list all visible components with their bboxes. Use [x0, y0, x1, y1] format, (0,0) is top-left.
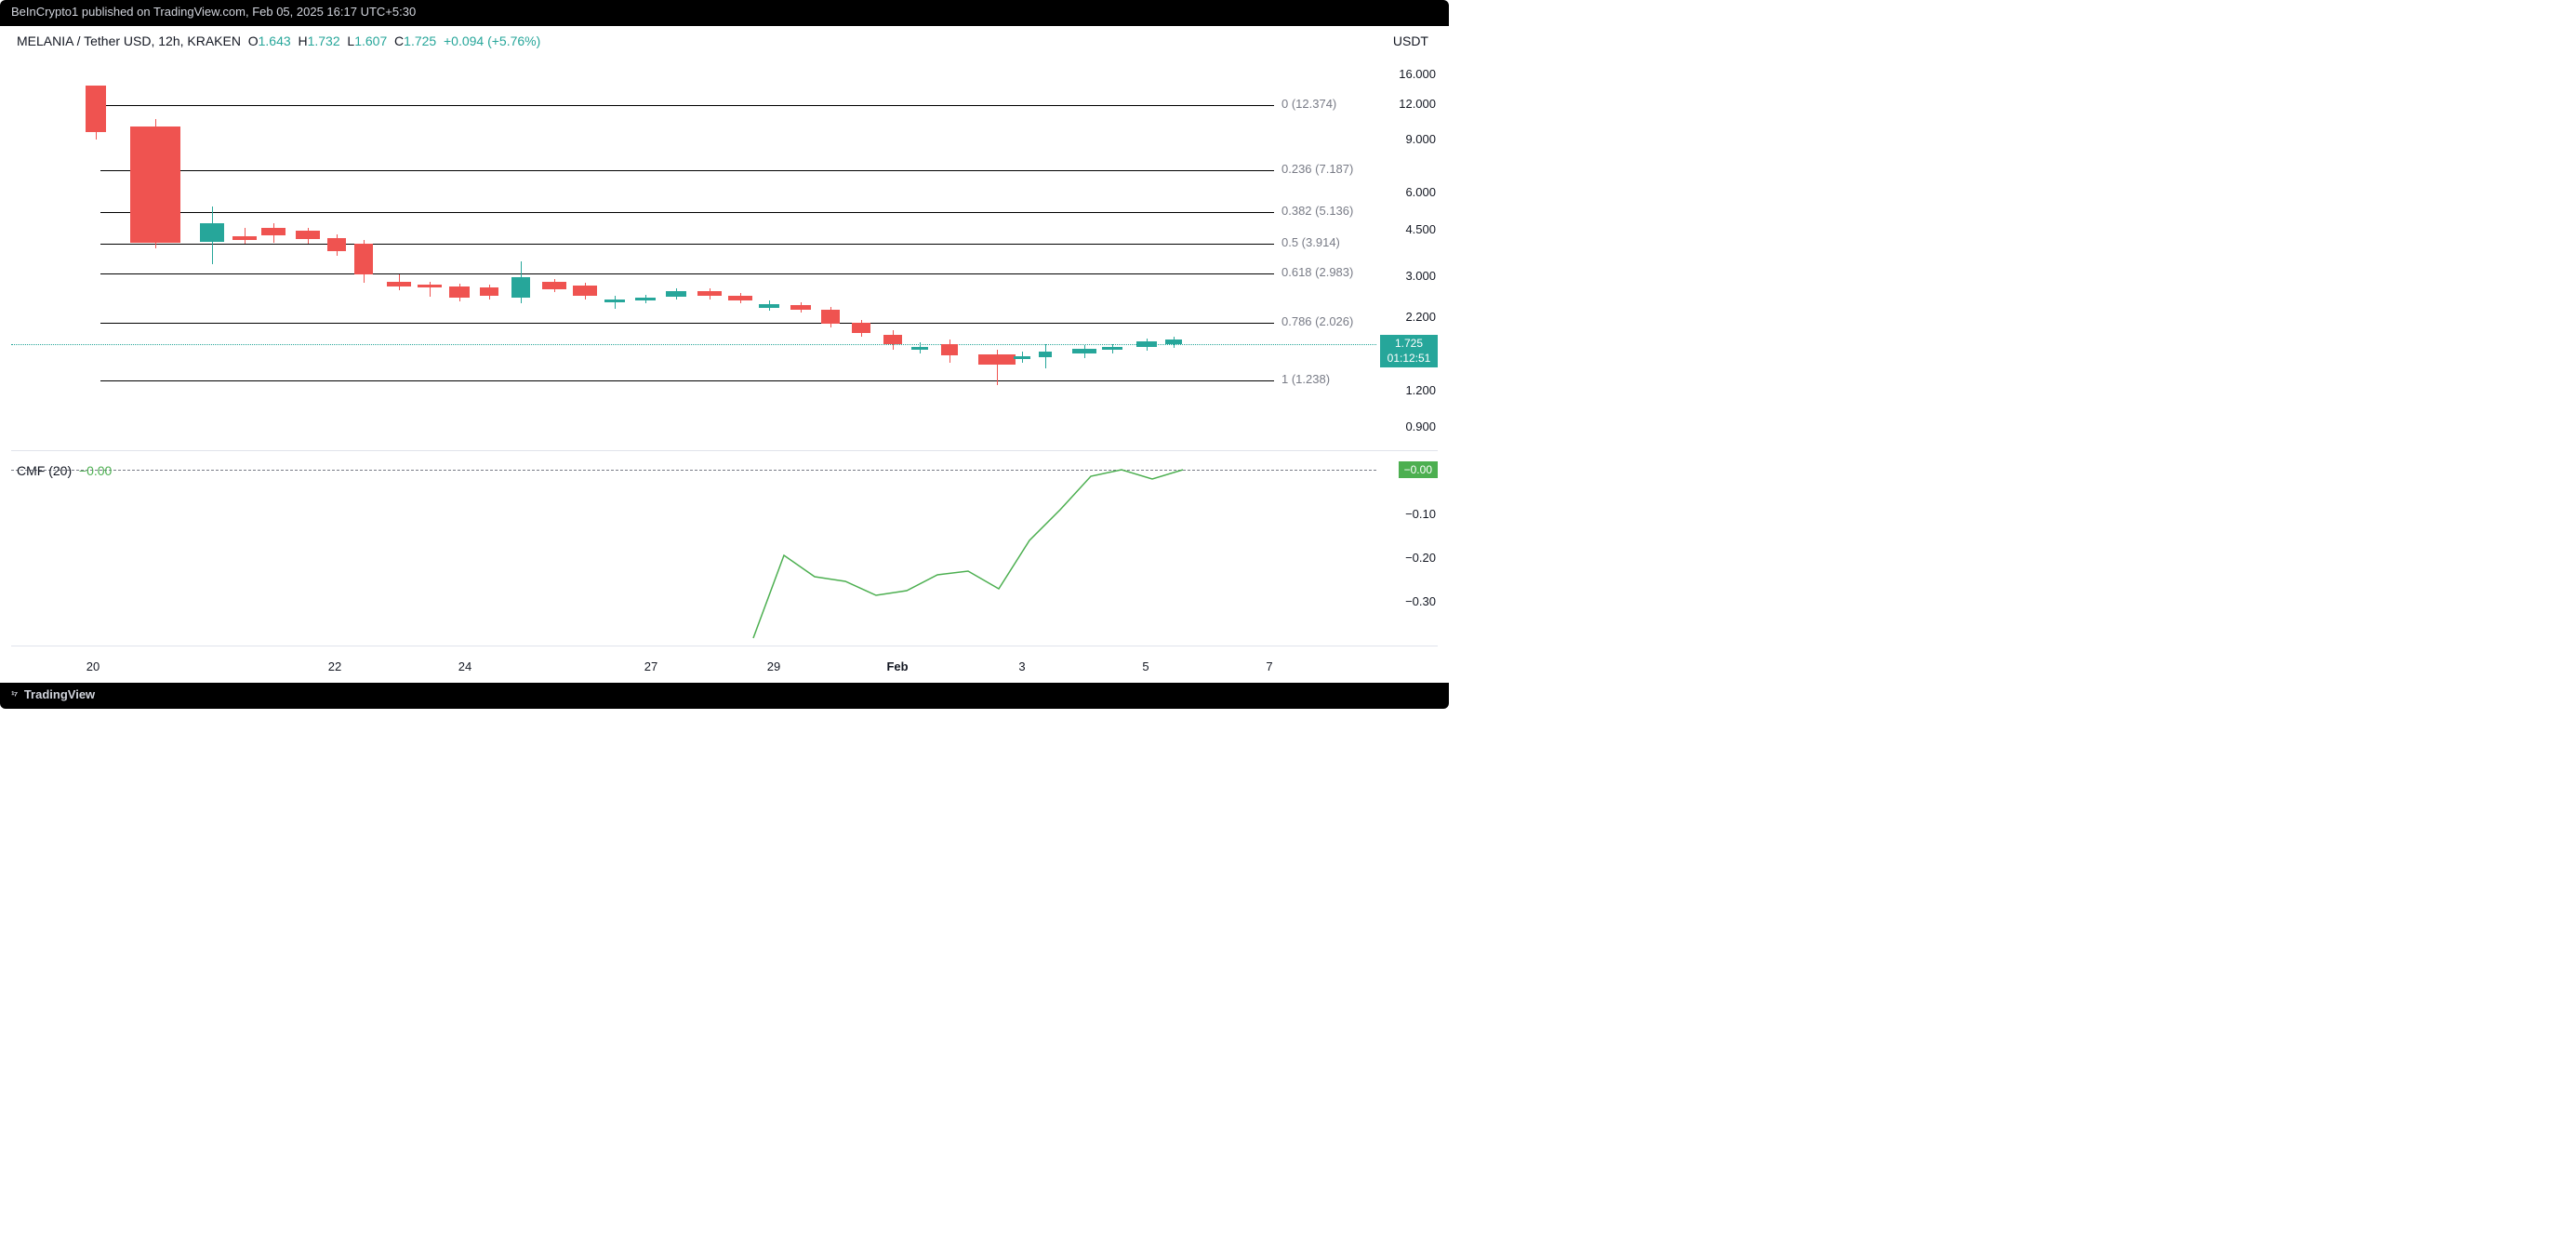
- time-axis-tick: Feb: [886, 659, 908, 673]
- time-axis-tick: 5: [1142, 659, 1149, 673]
- time-axis-tick: 22: [328, 659, 341, 673]
- cmf-line-plot: [0, 0, 1449, 709]
- cmf-value: −0.00: [79, 463, 112, 478]
- time-axis-tick: 24: [458, 659, 471, 673]
- time-axis-tick: 20: [86, 659, 100, 673]
- time-axis-tick: 27: [644, 659, 657, 673]
- cmf-legend[interactable]: CMF (20) −0.00: [17, 463, 112, 478]
- time-axis-tick: 7: [1266, 659, 1272, 673]
- cmf-label: CMF (20): [17, 463, 72, 478]
- brand-name: TradingView: [24, 687, 95, 701]
- time-axis-tick: 3: [1018, 659, 1025, 673]
- time-axis-tick: 29: [767, 659, 780, 673]
- footer-bar: ¹⁷ TradingView: [0, 683, 1449, 709]
- tradingview-logo-icon: ¹⁷: [11, 690, 17, 701]
